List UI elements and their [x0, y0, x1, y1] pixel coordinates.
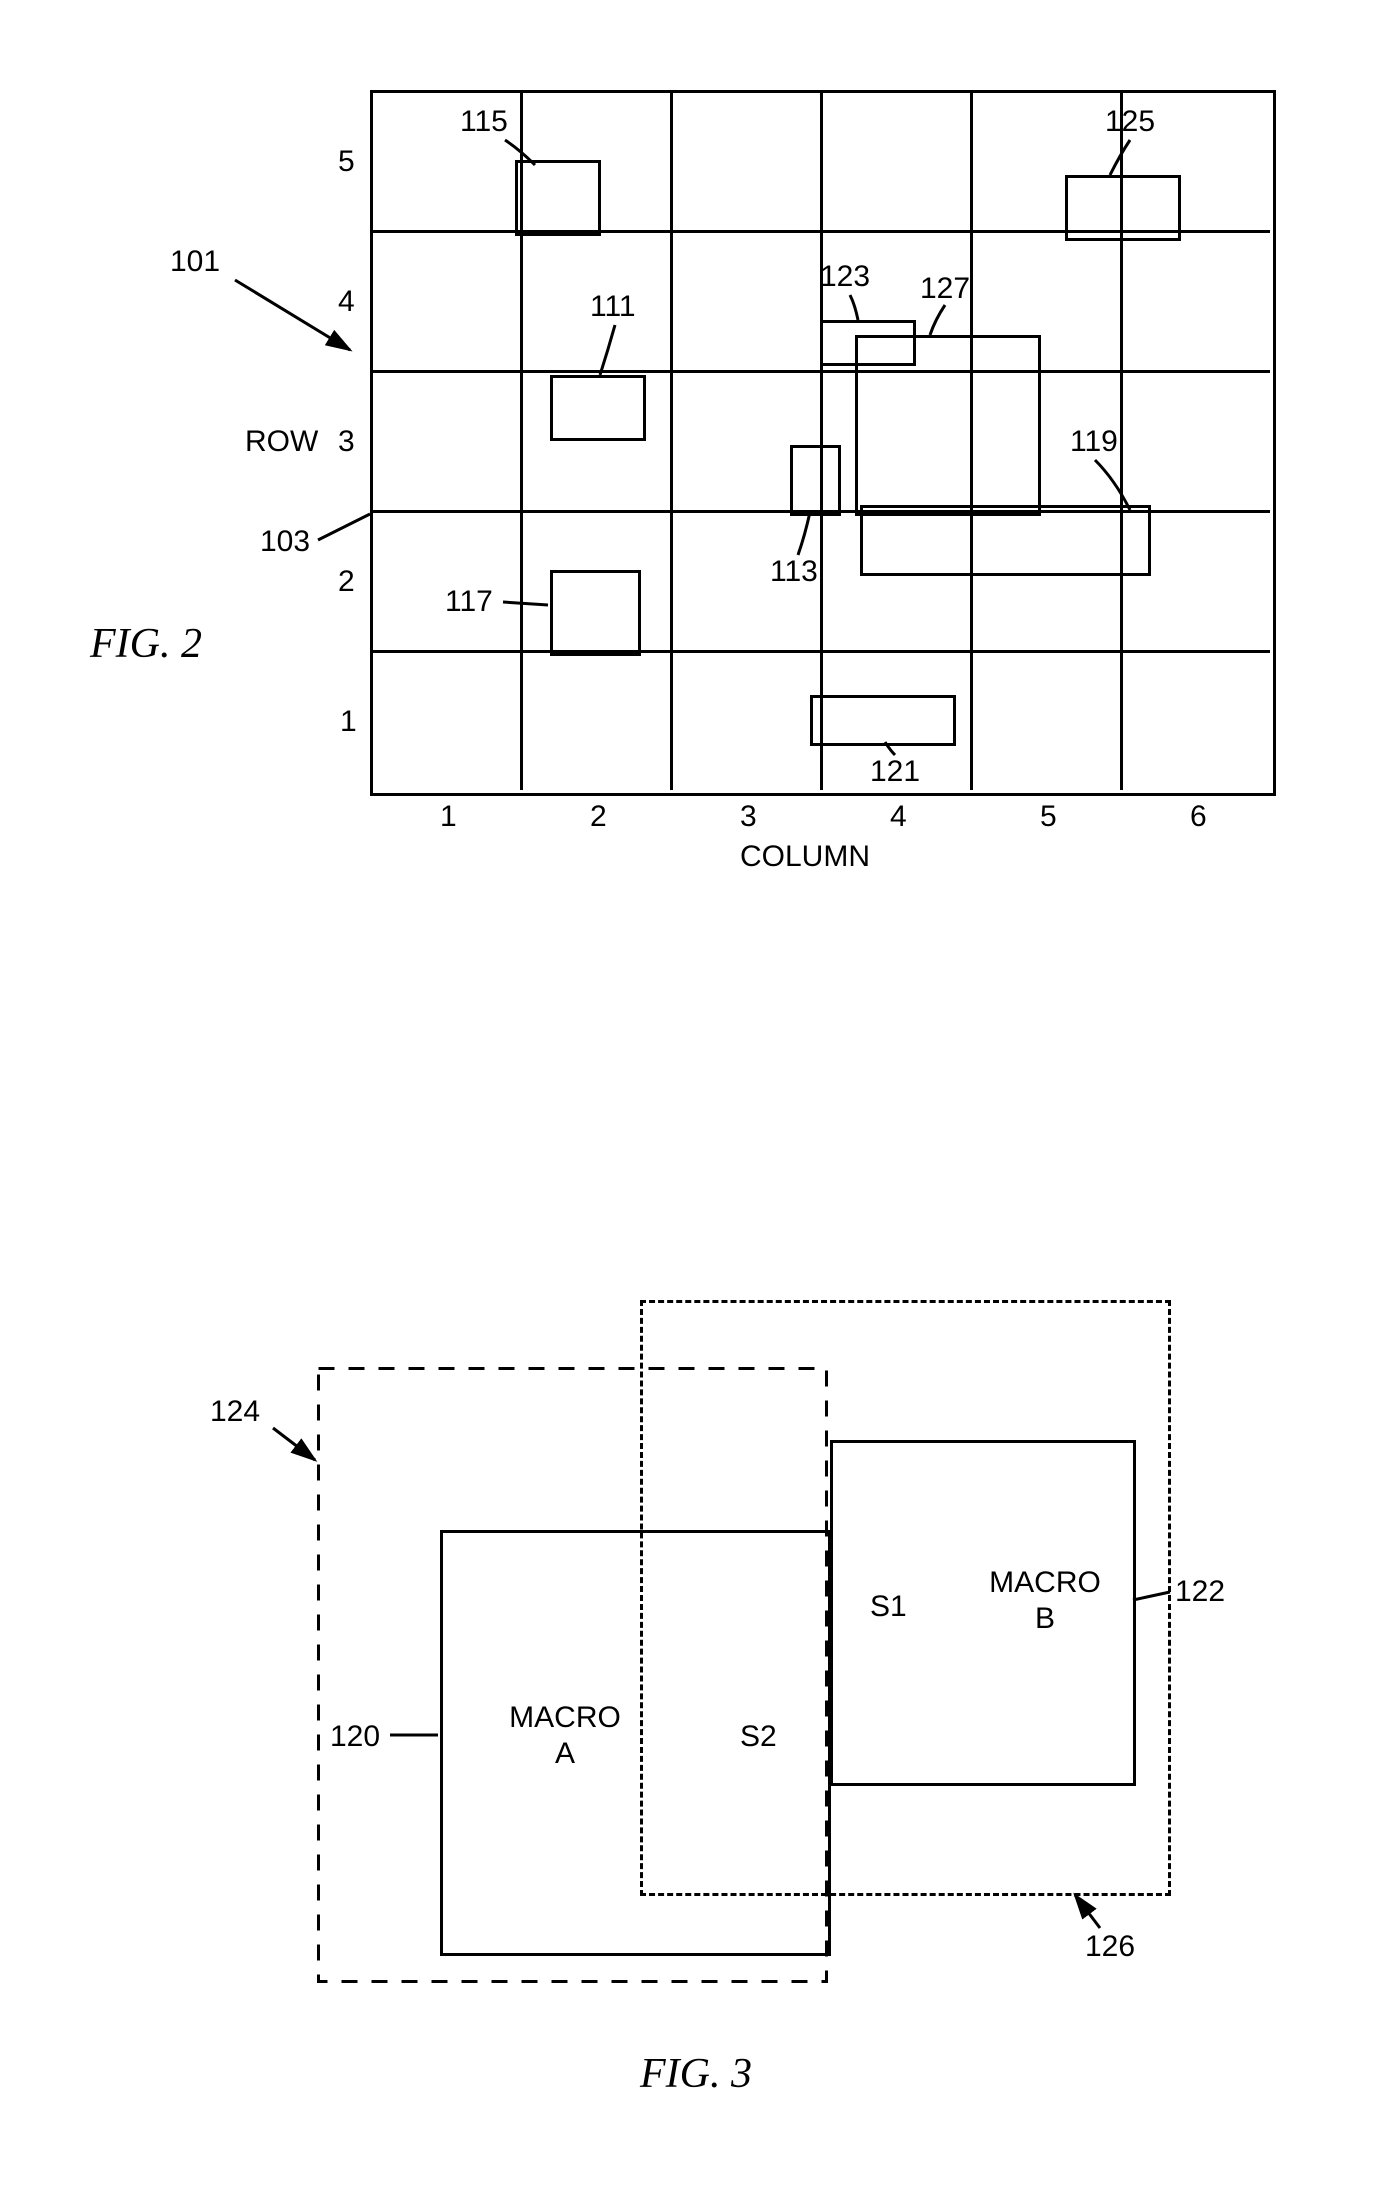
fig3-caption: FIG. 3 [640, 2050, 752, 2098]
fig-3: MACRO A MACRO B S1 S2 124 120 122 126 FI… [0, 0, 1400, 2202]
fig3-leaders [0, 0, 1400, 2202]
